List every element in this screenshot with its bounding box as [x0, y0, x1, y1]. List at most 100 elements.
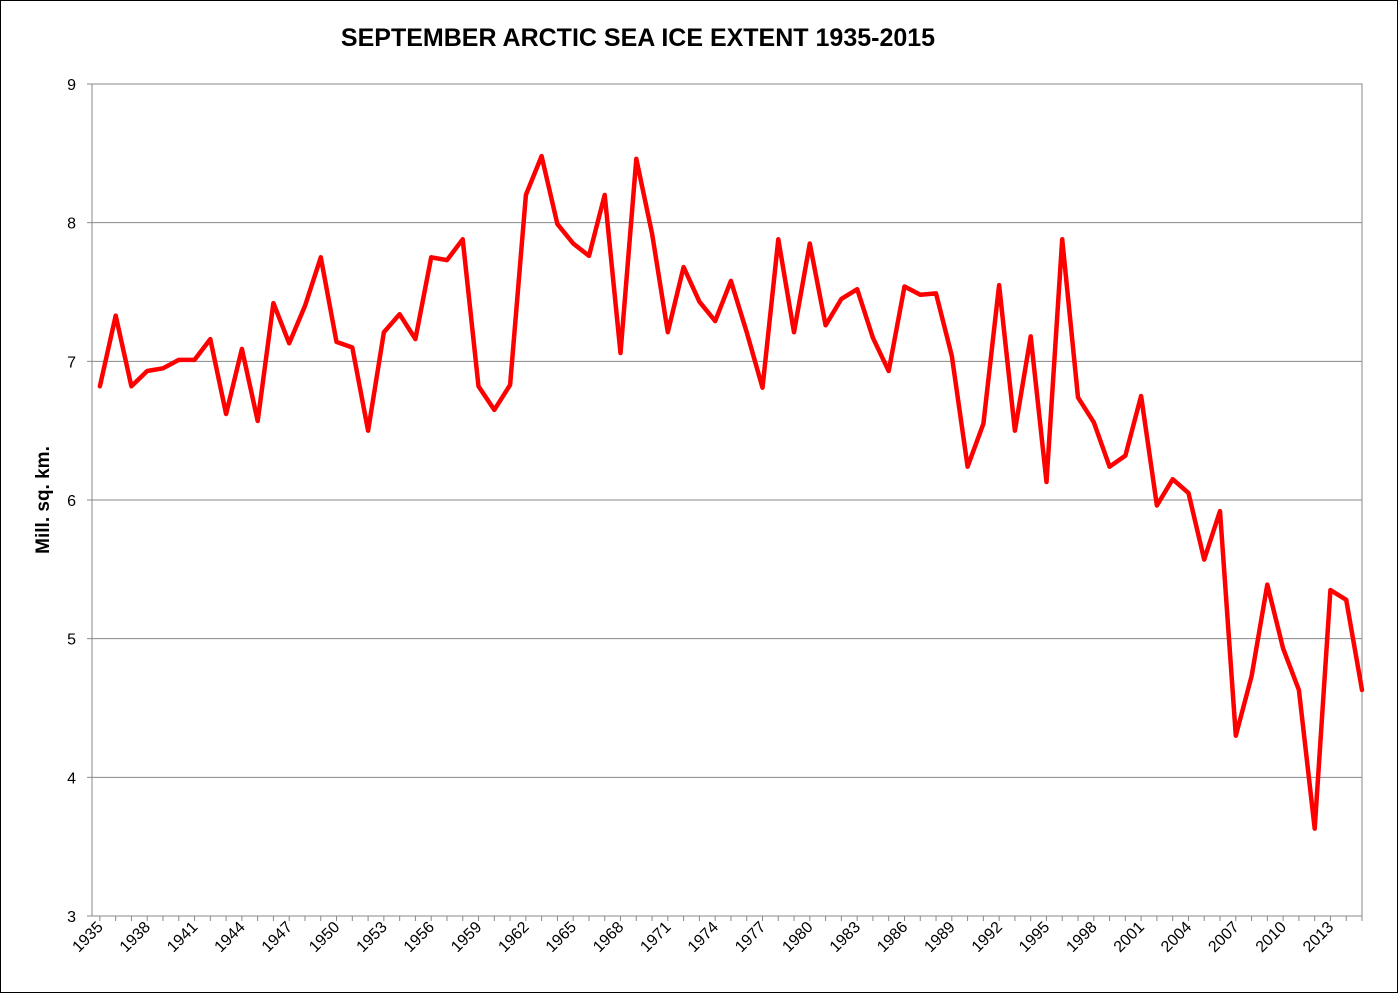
x-tick-label: 2010 [1253, 919, 1290, 956]
y-tick-label: 6 [67, 493, 76, 510]
data-point-1954 [398, 312, 402, 316]
data-point-1945 [256, 419, 260, 423]
x-tick-label: 2007 [1205, 919, 1242, 956]
x-tick-label: 1941 [164, 919, 201, 956]
data-point-1955 [413, 337, 417, 341]
data-point-1953 [382, 330, 386, 334]
data-point-1976 [745, 330, 749, 334]
data-point-1977 [760, 386, 764, 390]
data-point-2000 [1123, 454, 1127, 458]
data-point-1949 [319, 255, 323, 259]
x-tick-label: 1938 [117, 919, 154, 956]
x-tick-label: 1959 [448, 919, 485, 956]
data-point-1948 [303, 304, 307, 308]
data-point-2013 [1328, 588, 1332, 592]
data-point-1964 [555, 222, 559, 226]
data-point-1985 [887, 369, 891, 373]
chart-title: SEPTEMBER ARCTIC SEA ICE EXTENT 1935-201… [340, 24, 936, 52]
data-point-1936 [114, 314, 118, 318]
data-point-1982 [839, 297, 843, 301]
data-point-1950 [335, 340, 339, 344]
data-point-2008 [1250, 674, 1254, 678]
data-point-1959 [477, 384, 481, 388]
data-point-1967 [603, 193, 607, 197]
data-point-1980 [808, 241, 812, 245]
x-tick-label: 1995 [1016, 919, 1053, 956]
data-point-1942 [208, 337, 212, 341]
x-tick-label: 1992 [969, 919, 1006, 956]
x-tick-label: 1965 [543, 919, 580, 956]
y-tick-label: 8 [67, 216, 76, 233]
data-point-1965 [571, 241, 575, 245]
data-point-2003 [1171, 477, 1175, 481]
y-tick-label: 7 [67, 354, 76, 371]
data-point-1952 [366, 429, 370, 433]
data-point-2002 [1155, 504, 1159, 508]
data-point-1946 [271, 301, 275, 305]
data-point-1951 [350, 345, 354, 349]
data-point-1963 [540, 154, 544, 158]
data-point-1999 [1108, 465, 1112, 469]
data-point-1990 [966, 465, 970, 469]
data-point-1957 [445, 258, 449, 262]
data-point-1996 [1060, 237, 1064, 241]
data-point-1978 [776, 237, 780, 241]
data-point-1971 [666, 330, 670, 334]
data-point-1941 [193, 358, 197, 362]
x-tick-label: 1956 [401, 919, 438, 956]
x-tick-label: 1983 [827, 919, 864, 956]
data-point-1987 [918, 293, 922, 297]
data-point-2014 [1344, 598, 1348, 602]
data-point-1944 [240, 347, 244, 351]
data-point-2010 [1281, 646, 1285, 650]
data-point-1984 [871, 336, 875, 340]
data-point-2007 [1234, 734, 1238, 738]
data-point-1935 [98, 384, 102, 388]
data-point-1994 [1029, 334, 1033, 338]
data-point-1975 [729, 279, 733, 283]
data-point-1962 [524, 193, 528, 197]
data-point-1983 [855, 287, 859, 291]
x-tick-label: 1998 [1063, 919, 1100, 956]
data-point-1986 [902, 284, 906, 288]
data-point-1969 [634, 157, 638, 161]
data-point-2012 [1313, 827, 1317, 831]
data-point-1974 [713, 319, 717, 323]
x-tick-label: 1989 [921, 919, 958, 956]
x-tick-label: 1974 [685, 919, 722, 956]
data-point-1966 [587, 254, 591, 258]
data-point-1939 [161, 366, 165, 370]
data-point-1958 [461, 237, 465, 241]
x-tick-label: 1971 [637, 919, 674, 956]
data-point-1981 [824, 323, 828, 327]
x-tick-label: 1980 [779, 919, 816, 956]
data-point-1992 [997, 283, 1001, 287]
data-point-1995 [1044, 480, 1048, 484]
x-tick-label: 1986 [874, 919, 911, 956]
data-point-2011 [1297, 688, 1301, 692]
data-point-1993 [1013, 429, 1017, 433]
data-point-1961 [508, 383, 512, 387]
data-point-1940 [177, 358, 181, 362]
data-point-2001 [1139, 394, 1143, 398]
x-tick-label: 2001 [1111, 919, 1148, 956]
x-tick-label: 1977 [732, 919, 769, 956]
data-point-2005 [1202, 558, 1206, 562]
y-axis-label: Mill. sq. km. [33, 446, 54, 554]
x-tick-label: 1962 [495, 919, 532, 956]
data-point-2006 [1218, 509, 1222, 513]
data-point-1991 [981, 422, 985, 426]
x-tick-label: 2004 [1158, 919, 1195, 956]
data-point-1938 [145, 369, 149, 373]
data-point-1973 [697, 300, 701, 304]
data-point-1988 [934, 291, 938, 295]
y-tick-label: 9 [67, 77, 76, 94]
y-tick-label: 4 [67, 770, 76, 787]
data-point-2004 [1186, 491, 1190, 495]
data-point-1997 [1076, 395, 1080, 399]
x-tick-label: 1968 [590, 919, 627, 956]
x-tick-label: 1953 [354, 919, 391, 956]
data-point-1989 [950, 354, 954, 358]
data-point-1956 [429, 255, 433, 259]
